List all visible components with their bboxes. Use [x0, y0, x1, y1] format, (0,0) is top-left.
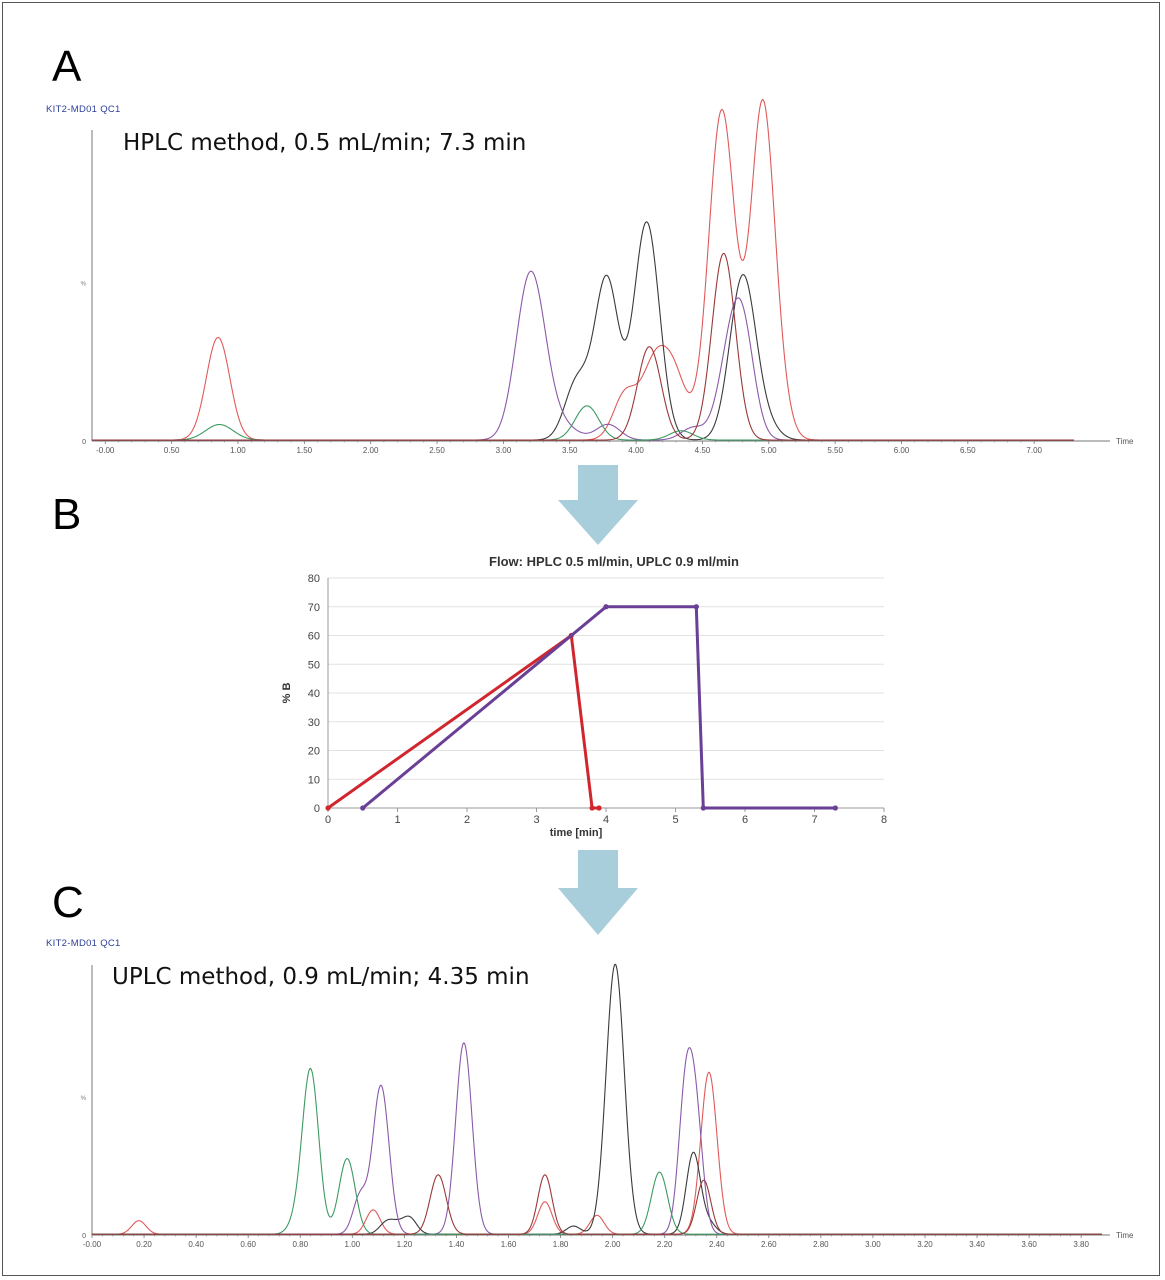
gradient-point — [603, 604, 609, 610]
x-tick-label: 2.00 — [363, 446, 379, 455]
x-tick-label: 2 — [464, 814, 470, 826]
y-tick-label: 30 — [308, 717, 320, 729]
gradient-point — [360, 805, 366, 811]
x-tick-label: 3.80 — [1073, 1240, 1089, 1249]
panel-c-method-label: UPLC method, 0.9 mL/min; 4.35 min — [112, 964, 530, 990]
hplc-chromatogram: 0% -0.00 0.50 1.00 1.50 2.00 2.50 3.00 3.50 4.00 4… — [81, 98, 1134, 455]
y-tick-label: 40 — [308, 688, 320, 700]
y-tick-label: 20 — [308, 746, 320, 758]
x-tick-label: 2.20 — [657, 1240, 673, 1249]
x-tick-label: 1.60 — [501, 1240, 517, 1249]
y-tick-label: 80 — [308, 573, 320, 585]
x-tick-label: 8 — [881, 814, 887, 826]
x-tick-label: 4 — [603, 814, 609, 826]
x-tick-label: 6.00 — [894, 446, 910, 455]
x-tick-label: 3.20 — [917, 1240, 933, 1249]
y-tick-label: 70 — [308, 602, 320, 614]
x-tick-label: 4.00 — [628, 446, 644, 455]
x-tick-label: -0.00 — [96, 446, 115, 455]
x-tick-label: 0.20 — [136, 1240, 152, 1249]
x-tick-label: 2.80 — [813, 1240, 829, 1249]
y-tick-label: 50 — [308, 659, 320, 671]
x-tick-label: -0.00 — [83, 1240, 102, 1249]
trace-red — [92, 1071, 1102, 1235]
panel-c-letter: C — [52, 878, 84, 927]
chart-title: Flow: HPLC 0.5 ml/min, UPLC 0.9 ml/min — [489, 554, 739, 569]
trace-darkred — [92, 1174, 1102, 1235]
y-tick-label: 60 — [308, 631, 320, 643]
x-tick-label: 1 — [394, 814, 400, 826]
trace-darkred — [92, 252, 1074, 441]
x-tick-label: 6 — [742, 814, 748, 826]
trace-green — [92, 1067, 1102, 1235]
x-tick-label: 1.80 — [553, 1240, 569, 1249]
x-tick-label: 7.00 — [1026, 446, 1042, 455]
x-tick-label: 3.00 — [865, 1240, 881, 1249]
x-axis-label: Time — [1116, 437, 1134, 446]
x-tick-label: 1.50 — [297, 446, 313, 455]
y-tick-label: % — [81, 282, 87, 288]
panel-a-letter: A — [52, 42, 82, 91]
x-tick-label: 7 — [811, 814, 817, 826]
gradient-point — [589, 805, 595, 811]
gradient-profile-chart: Flow: HPLC 0.5 ml/min, UPLC 0.9 ml/min 0 1… — [281, 554, 887, 839]
gradient-line-gradient_red — [327, 634, 599, 810]
y-tick-label: 0 — [82, 439, 86, 446]
x-tick-label: 0.40 — [188, 1240, 204, 1249]
trace-purple — [92, 1042, 1102, 1235]
y-tick-label: % — [81, 1096, 87, 1102]
x-tick-label: 1.00 — [345, 1240, 361, 1249]
gradient-point — [693, 604, 699, 610]
gradient-point — [325, 805, 331, 811]
x-tick-label: 5.00 — [761, 446, 777, 455]
x-tick-label: 3.40 — [969, 1240, 985, 1249]
x-tick-label: 3 — [533, 814, 539, 826]
x-tick-label: 3.00 — [496, 446, 512, 455]
gradient-point — [700, 805, 706, 811]
x-tick-label: 1.00 — [230, 446, 246, 455]
y-tick-label: 0 — [314, 803, 320, 815]
panel-a-method-label: HPLC method, 0.5 mL/min; 7.3 min — [123, 130, 527, 156]
gradient-point — [596, 805, 602, 811]
x-tick-label: 0 — [325, 814, 331, 826]
panel-a-sample-id: KIT2-MD01 QC1 — [46, 104, 121, 115]
panel-b-letter: B — [52, 490, 82, 539]
x-tick-label: 3.60 — [1021, 1240, 1037, 1249]
x-tick-label: 2.60 — [761, 1240, 777, 1249]
trace-black — [92, 963, 1102, 1235]
x-tick-label: 2.00 — [605, 1240, 621, 1249]
x-tick-label: 2.40 — [709, 1240, 725, 1249]
x-tick-label: 1.40 — [449, 1240, 465, 1249]
y-tick-label: 0 — [82, 1233, 86, 1240]
x-tick-label: 4.50 — [695, 446, 711, 455]
x-tick-label: 0.80 — [292, 1240, 308, 1249]
x-tick-label: 1.20 — [397, 1240, 413, 1249]
y-tick-label: 10 — [308, 774, 320, 786]
x-tick-label: 0.50 — [164, 446, 180, 455]
x-tick-label: 3.50 — [562, 446, 578, 455]
x-tick-label: 5 — [672, 814, 678, 826]
gradient-point — [832, 805, 838, 811]
x-axis-label: Time — [1116, 1231, 1134, 1240]
x-tick-label: 6.50 — [960, 446, 976, 455]
panel-c-sample-id: KIT2-MD01 QC1 — [46, 938, 121, 949]
x-tick-label: 0.60 — [240, 1240, 256, 1249]
x-axis-label: time [min] — [550, 827, 603, 839]
x-tick-label: 2.50 — [429, 446, 445, 455]
x-tick-label: 5.50 — [827, 446, 843, 455]
y-axis-label: % B — [281, 683, 293, 704]
